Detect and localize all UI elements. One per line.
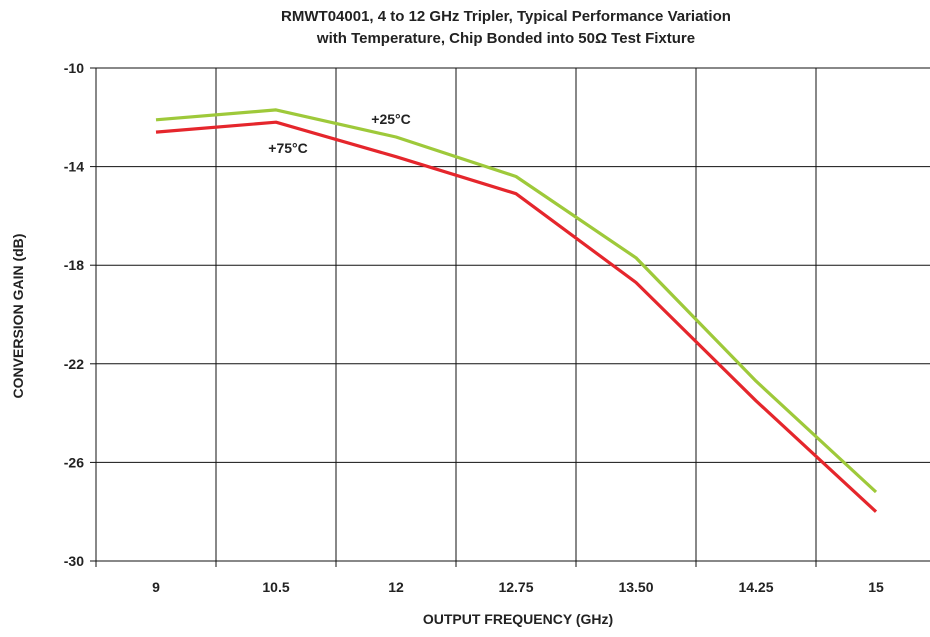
x-tick-label: 12.75 <box>498 579 533 595</box>
series-line-75c <box>155 120 878 513</box>
x-tick-label: 15 <box>868 579 884 595</box>
y-tick-label: -18 <box>64 257 84 273</box>
tick-labels: -10 -14 -18 -22 -26 -30 9 10.5 12 12.75 13.50 14.25… <box>64 60 884 595</box>
x-tick-label: 10.5 <box>262 579 289 595</box>
x-tick-label: 14.25 <box>738 579 773 595</box>
x-tick-label: 12 <box>388 579 404 595</box>
series-label-75c: +75°C <box>268 140 307 156</box>
chart-title: RMWT04001, 4 to 12 GHz Tripler, Typical … <box>281 8 731 47</box>
x-tick-label: 9 <box>152 579 160 595</box>
series-label-25c: +25°C <box>371 111 410 127</box>
plot-area <box>155 108 878 513</box>
y-axis-label: CONVERSION GAIN (dB) <box>10 234 26 399</box>
y-tick-label: -30 <box>64 553 84 569</box>
chart-title-line-1: RMWT04001, 4 to 12 GHz Tripler, Typical … <box>281 8 731 25</box>
x-tick-label: 13.50 <box>618 579 653 595</box>
series-line-25c <box>155 108 878 494</box>
chart-title-line-2: with Temperature, Chip Bonded into 50Ω T… <box>316 30 695 47</box>
axes <box>90 67 97 567</box>
y-tick-label: -10 <box>64 60 84 76</box>
y-tick-label: -26 <box>64 454 84 470</box>
y-tick-label: -22 <box>64 356 84 372</box>
grid <box>96 67 930 567</box>
y-tick-label: -14 <box>64 159 84 175</box>
x-axis-label: OUTPUT FREQUENCY (GHz) <box>423 611 613 627</box>
